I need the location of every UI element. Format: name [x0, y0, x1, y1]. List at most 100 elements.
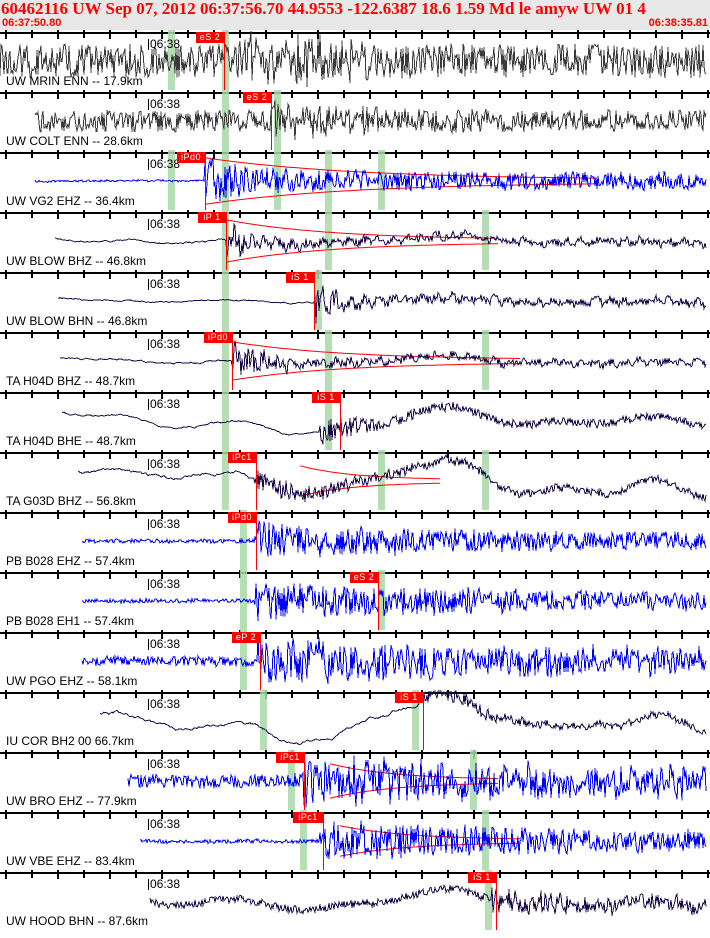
phase-pick-flag[interactable]: iPd0	[177, 152, 205, 163]
axis-tick	[447, 90, 449, 98]
axis-tick	[161, 390, 163, 399]
axis-tick	[577, 330, 579, 339]
phase-pick-line[interactable]	[378, 572, 379, 630]
phase-pick-line[interactable]	[323, 812, 324, 870]
phase-pick-line[interactable]	[232, 332, 233, 390]
phase-pick-line[interactable]	[271, 92, 272, 150]
axis-tick	[395, 150, 397, 158]
phase-pick-line[interactable]	[224, 32, 225, 90]
trace-panel[interactable]: 06:38 iPd0 PB B028 EHZ -- 57.4km	[0, 510, 710, 570]
phase-pick-flag[interactable]: iPc1	[228, 452, 256, 463]
axis-time-label: 06:38	[148, 817, 180, 831]
axis-tick	[369, 150, 371, 159]
axis-tick	[421, 150, 423, 159]
axis-tick	[83, 150, 85, 158]
phase-pick-flag[interactable]: iS 1	[468, 872, 496, 883]
trace-panel[interactable]: 06:38 iPd0 UW VG2 EHZ -- 36.4km	[0, 150, 710, 210]
axis-tick	[551, 870, 553, 878]
phase-pick-line[interactable]	[304, 752, 305, 810]
phase-pick-flag[interactable]: iS 1	[286, 272, 314, 283]
axis-tick	[707, 870, 709, 878]
axis-tick	[395, 810, 397, 818]
trace-panel[interactable]: 06:38 eS 2 UW COLT ENN -- 28.6km	[0, 90, 710, 150]
phase-pick-flag[interactable]: eP 2	[232, 632, 260, 643]
axis-tick	[31, 90, 33, 98]
phase-pick-flag[interactable]: iPd0	[228, 512, 256, 523]
time-axis	[0, 450, 710, 459]
phase-pick-line[interactable]	[423, 692, 424, 750]
axis-tick	[83, 810, 85, 818]
phase-pick-flag[interactable]: iS 1	[395, 692, 423, 703]
phase-pick-flag[interactable]: eS 2	[350, 572, 378, 583]
trace-panel[interactable]: 06:38 iS 1 IU COR BH2 00 66.7km	[0, 690, 710, 750]
time-axis	[0, 150, 710, 159]
phase-pick-flag[interactable]: iS 1	[312, 392, 340, 403]
phase-pick-line[interactable]	[340, 392, 341, 450]
phase-pick-flag[interactable]: iPc1	[293, 812, 323, 823]
axis-tick	[83, 870, 85, 878]
phase-pick-flag[interactable]: eS 2	[196, 32, 224, 43]
axis-tick	[57, 330, 59, 339]
axis-tick	[681, 330, 683, 339]
axis-tick	[213, 270, 215, 279]
phase-pick-flag[interactable]: iPc1	[276, 752, 304, 763]
phase-pick-line[interactable]	[205, 152, 206, 210]
phase-pick-line[interactable]	[314, 272, 315, 330]
axis-tick	[57, 750, 59, 759]
trace-panel[interactable]: 06:38 iPd0 TA H04D BHZ -- 48.7km	[0, 330, 710, 390]
axis-time-label: 06:38	[148, 517, 180, 531]
axis-tick	[343, 630, 345, 638]
time-marker-band	[222, 330, 229, 390]
axis-tick	[525, 390, 527, 399]
axis-tick	[499, 390, 501, 398]
trace-panel[interactable]: 06:38 eS 2 PB B028 EH1 -- 57.4km	[0, 570, 710, 630]
trace-panel[interactable]: 06:38 iPc1 UW VBE EHZ -- 83.4km	[0, 810, 710, 870]
axis-tick	[213, 570, 215, 579]
trace-panel[interactable]: 06:38 iS 1 UW HOOD BHN -- 87.6km	[0, 870, 710, 930]
axis-tick	[239, 150, 241, 158]
trace-panel[interactable]: 06:38 iS 1 TA H04D BHE -- 48.7km	[0, 390, 710, 450]
axis-tick	[629, 510, 631, 519]
trace-panel[interactable]: 06:38 iP 1 UW BLOW BHZ -- 46.8km	[0, 210, 710, 270]
axis-tick	[551, 450, 553, 458]
axis-tick	[161, 450, 163, 459]
axis-tick	[57, 210, 59, 219]
axis-time-label-text: 06:38	[150, 757, 181, 771]
trace-stack[interactable]: 06:38 eS 2 UW MRIN ENN -- 17.9km 06:38 eS 2 U…	[0, 30, 710, 938]
axis-tick	[57, 690, 59, 699]
axis-tick	[265, 330, 267, 339]
time-marker-band	[412, 690, 419, 750]
axis-baseline	[0, 212, 710, 214]
phase-pick-flag[interactable]: iP 1	[198, 212, 226, 223]
axis-tick	[447, 270, 449, 278]
axis-tick	[161, 90, 163, 99]
axis-tick	[343, 390, 345, 398]
axis-tick	[421, 810, 423, 819]
axis-tick	[629, 810, 631, 819]
phase-pick-line[interactable]	[260, 632, 261, 690]
trace-panel[interactable]: 06:38 iPc1 TA G03D BHZ -- 56.8km	[0, 450, 710, 510]
axis-tick	[447, 750, 449, 758]
trace-panel[interactable]: 06:38 eS 2 UW MRIN ENN -- 17.9km	[0, 30, 710, 90]
axis-baseline	[0, 272, 710, 274]
axis-tick	[447, 810, 449, 818]
axis-tick	[551, 90, 553, 98]
axis-tick	[655, 450, 657, 458]
axis-tick	[629, 450, 631, 459]
axis-tick	[525, 570, 527, 579]
axis-tick	[603, 210, 605, 218]
axis-tick	[31, 690, 33, 698]
axis-tick	[265, 630, 267, 639]
phase-pick-line[interactable]	[256, 452, 257, 510]
phase-pick-flag[interactable]: eS 2	[243, 92, 271, 103]
phase-pick-line[interactable]	[256, 512, 257, 570]
axis-tick	[187, 570, 189, 578]
phase-pick-line[interactable]	[226, 212, 227, 270]
axis-tick	[655, 150, 657, 158]
phase-pick-flag[interactable]: iPd0	[204, 332, 232, 343]
trace-panel[interactable]: 06:38 iPc1 UW BRO EHZ -- 77.9km	[0, 750, 710, 810]
trace-panel[interactable]: 06:38 eP 2 UW PGO EHZ -- 58.1km	[0, 630, 710, 690]
phase-pick-line[interactable]	[496, 872, 497, 930]
axis-baseline	[0, 392, 710, 394]
trace-panel[interactable]: 06:38 iS 1 UW BLOW BHN -- 46.8km	[0, 270, 710, 330]
